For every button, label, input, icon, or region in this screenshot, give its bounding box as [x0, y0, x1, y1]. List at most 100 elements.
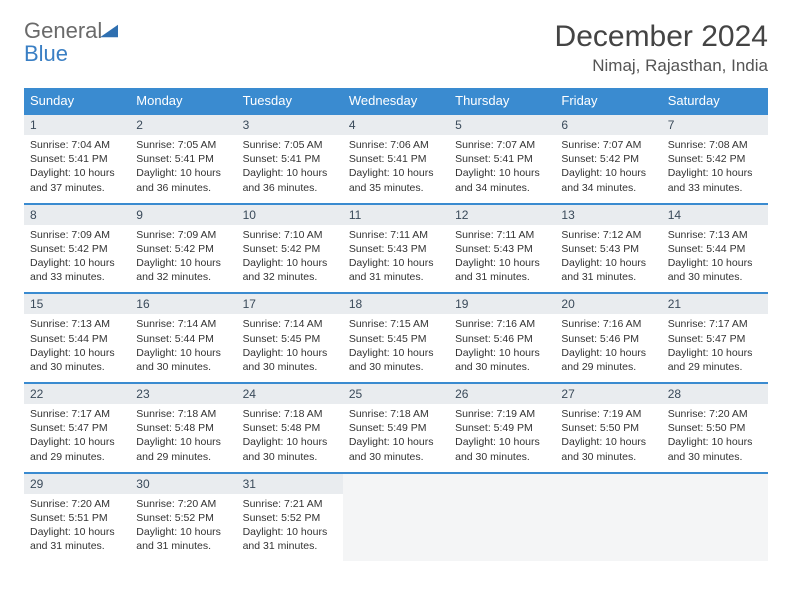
sunset-text: Sunset: 5:47 PM — [668, 332, 762, 346]
logo-text: General Blue — [24, 20, 118, 66]
daylight-text: Daylight: 10 hours and 36 minutes. — [136, 166, 230, 194]
day-number-cell: 8 — [24, 204, 130, 225]
daylight-text: Daylight: 10 hours and 30 minutes. — [668, 435, 762, 463]
day-info-cell: Sunrise: 7:14 AMSunset: 5:45 PMDaylight:… — [237, 314, 343, 383]
day-info-cell: Sunrise: 7:11 AMSunset: 5:43 PMDaylight:… — [343, 225, 449, 294]
day-number-cell: 29 — [24, 473, 130, 494]
sunset-text: Sunset: 5:41 PM — [136, 152, 230, 166]
sunset-text: Sunset: 5:49 PM — [455, 421, 549, 435]
location: Nimaj, Rajasthan, India — [555, 56, 768, 76]
weekday-header-row: SundayMondayTuesdayWednesdayThursdayFrid… — [24, 88, 768, 114]
daylight-text: Daylight: 10 hours and 30 minutes. — [349, 346, 443, 374]
sunset-text: Sunset: 5:49 PM — [349, 421, 443, 435]
calendar-table: SundayMondayTuesdayWednesdayThursdayFrid… — [24, 88, 768, 561]
daylight-text: Daylight: 10 hours and 31 minutes. — [30, 525, 124, 553]
daylight-text: Daylight: 10 hours and 30 minutes. — [561, 435, 655, 463]
day-number-cell: 23 — [130, 383, 236, 404]
day-info-cell: Sunrise: 7:16 AMSunset: 5:46 PMDaylight:… — [555, 314, 661, 383]
day-number-cell: 20 — [555, 293, 661, 314]
sunset-text: Sunset: 5:48 PM — [243, 421, 337, 435]
sunset-text: Sunset: 5:41 PM — [243, 152, 337, 166]
sunrise-text: Sunrise: 7:04 AM — [30, 138, 124, 152]
sunrise-text: Sunrise: 7:09 AM — [30, 228, 124, 242]
daylight-text: Daylight: 10 hours and 30 minutes. — [455, 346, 549, 374]
daylight-text: Daylight: 10 hours and 31 minutes. — [136, 525, 230, 553]
sunset-text: Sunset: 5:43 PM — [561, 242, 655, 256]
day-info-row: Sunrise: 7:13 AMSunset: 5:44 PMDaylight:… — [24, 314, 768, 383]
weekday-header: Monday — [130, 88, 236, 114]
day-info-cell — [555, 494, 661, 562]
sunrise-text: Sunrise: 7:14 AM — [136, 317, 230, 331]
day-info-cell: Sunrise: 7:15 AMSunset: 5:45 PMDaylight:… — [343, 314, 449, 383]
day-info-cell: Sunrise: 7:14 AMSunset: 5:44 PMDaylight:… — [130, 314, 236, 383]
sunset-text: Sunset: 5:52 PM — [243, 511, 337, 525]
logo-triangle-icon — [100, 24, 118, 38]
daylight-text: Daylight: 10 hours and 32 minutes. — [136, 256, 230, 284]
sunset-text: Sunset: 5:42 PM — [243, 242, 337, 256]
day-info-cell: Sunrise: 7:17 AMSunset: 5:47 PMDaylight:… — [24, 404, 130, 473]
weekday-header: Tuesday — [237, 88, 343, 114]
sunset-text: Sunset: 5:46 PM — [455, 332, 549, 346]
daylight-text: Daylight: 10 hours and 29 minutes. — [561, 346, 655, 374]
daylight-text: Daylight: 10 hours and 30 minutes. — [243, 435, 337, 463]
daylight-text: Daylight: 10 hours and 33 minutes. — [30, 256, 124, 284]
sunset-text: Sunset: 5:43 PM — [349, 242, 443, 256]
sunset-text: Sunset: 5:44 PM — [136, 332, 230, 346]
day-info-cell — [662, 494, 768, 562]
sunset-text: Sunset: 5:52 PM — [136, 511, 230, 525]
sunrise-text: Sunrise: 7:18 AM — [136, 407, 230, 421]
logo: General Blue — [24, 20, 118, 66]
title-block: December 2024 Nimaj, Rajasthan, India — [555, 20, 768, 76]
day-info-cell: Sunrise: 7:08 AMSunset: 5:42 PMDaylight:… — [662, 135, 768, 204]
sunrise-text: Sunrise: 7:13 AM — [30, 317, 124, 331]
daylight-text: Daylight: 10 hours and 30 minutes. — [668, 256, 762, 284]
sunset-text: Sunset: 5:42 PM — [561, 152, 655, 166]
day-number-cell: 1 — [24, 114, 130, 135]
sunset-text: Sunset: 5:44 PM — [30, 332, 124, 346]
day-number-cell: 16 — [130, 293, 236, 314]
day-number-row: 22232425262728 — [24, 383, 768, 404]
sunrise-text: Sunrise: 7:18 AM — [349, 407, 443, 421]
day-info-cell — [343, 494, 449, 562]
day-number-cell: 4 — [343, 114, 449, 135]
sunrise-text: Sunrise: 7:20 AM — [30, 497, 124, 511]
day-info-cell: Sunrise: 7:19 AMSunset: 5:50 PMDaylight:… — [555, 404, 661, 473]
calendar-body: 1234567Sunrise: 7:04 AMSunset: 5:41 PMDa… — [24, 114, 768, 561]
sunset-text: Sunset: 5:42 PM — [668, 152, 762, 166]
day-info-cell: Sunrise: 7:19 AMSunset: 5:49 PMDaylight:… — [449, 404, 555, 473]
day-number-cell: 10 — [237, 204, 343, 225]
day-info-cell: Sunrise: 7:13 AMSunset: 5:44 PMDaylight:… — [24, 314, 130, 383]
day-number-cell: 21 — [662, 293, 768, 314]
sunset-text: Sunset: 5:42 PM — [30, 242, 124, 256]
day-number-cell: 6 — [555, 114, 661, 135]
day-number-cell: 19 — [449, 293, 555, 314]
sunrise-text: Sunrise: 7:17 AM — [668, 317, 762, 331]
day-number-cell: 13 — [555, 204, 661, 225]
day-number-cell: 25 — [343, 383, 449, 404]
day-info-cell: Sunrise: 7:20 AMSunset: 5:50 PMDaylight:… — [662, 404, 768, 473]
day-number-cell: 7 — [662, 114, 768, 135]
day-info-cell: Sunrise: 7:17 AMSunset: 5:47 PMDaylight:… — [662, 314, 768, 383]
sunrise-text: Sunrise: 7:20 AM — [668, 407, 762, 421]
daylight-text: Daylight: 10 hours and 36 minutes. — [243, 166, 337, 194]
sunrise-text: Sunrise: 7:09 AM — [136, 228, 230, 242]
day-info-cell: Sunrise: 7:18 AMSunset: 5:48 PMDaylight:… — [130, 404, 236, 473]
sunrise-text: Sunrise: 7:17 AM — [30, 407, 124, 421]
day-number-cell — [449, 473, 555, 494]
day-info-cell: Sunrise: 7:11 AMSunset: 5:43 PMDaylight:… — [449, 225, 555, 294]
day-number-cell: 3 — [237, 114, 343, 135]
daylight-text: Daylight: 10 hours and 33 minutes. — [668, 166, 762, 194]
day-info-cell: Sunrise: 7:20 AMSunset: 5:52 PMDaylight:… — [130, 494, 236, 562]
day-number-cell — [662, 473, 768, 494]
day-info-row: Sunrise: 7:04 AMSunset: 5:41 PMDaylight:… — [24, 135, 768, 204]
sunrise-text: Sunrise: 7:21 AM — [243, 497, 337, 511]
daylight-text: Daylight: 10 hours and 31 minutes. — [561, 256, 655, 284]
daylight-text: Daylight: 10 hours and 29 minutes. — [30, 435, 124, 463]
sunrise-text: Sunrise: 7:19 AM — [561, 407, 655, 421]
weekday-header: Saturday — [662, 88, 768, 114]
day-number-cell — [555, 473, 661, 494]
page-header: General Blue December 2024 Nimaj, Rajast… — [24, 20, 768, 76]
day-number-cell: 12 — [449, 204, 555, 225]
sunset-text: Sunset: 5:41 PM — [455, 152, 549, 166]
day-info-cell: Sunrise: 7:16 AMSunset: 5:46 PMDaylight:… — [449, 314, 555, 383]
